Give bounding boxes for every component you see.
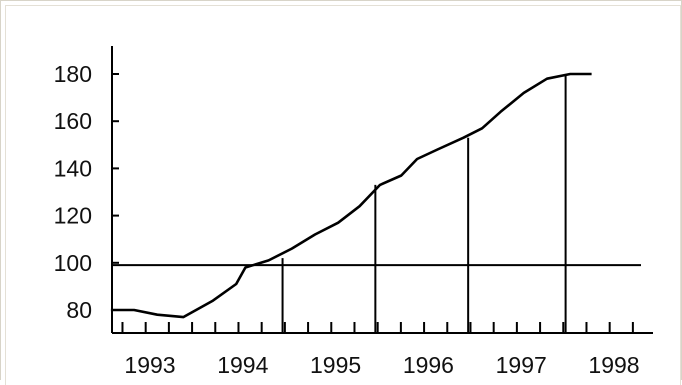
x-tick-labels: 1993 1994 1995 1996 1997 1998 — [124, 352, 639, 378]
x-tick-label: 1993 — [124, 352, 175, 378]
y-tick-label: 160 — [54, 108, 92, 134]
y-tick-label: 120 — [54, 203, 92, 229]
y-tick-label: 140 — [54, 155, 92, 181]
x-tick-label: 1994 — [217, 352, 268, 378]
series-line — [110, 72, 592, 319]
y-tick-label: 100 — [54, 250, 92, 276]
y-tick-labels: 80 100 120 140 160 180 — [54, 61, 92, 323]
y-tick-label: 80 — [66, 297, 92, 323]
x-tick-label: 1995 — [310, 352, 361, 378]
chart-frame-inner — [5, 5, 681, 385]
x-tick-label: 1996 — [403, 352, 454, 378]
axes — [111, 46, 653, 334]
x-tick-label: 1997 — [496, 352, 547, 378]
x-tick-label: 1998 — [588, 352, 639, 378]
drop-lines — [281, 74, 567, 333]
y-tick-label: 180 — [54, 61, 92, 87]
series-group — [110, 72, 592, 319]
